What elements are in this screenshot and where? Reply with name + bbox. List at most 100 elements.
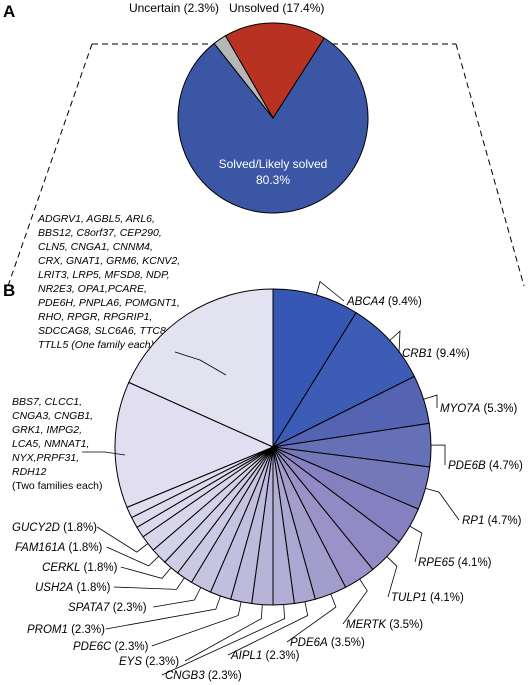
gene-name: PROM1 <box>27 624 68 636</box>
panel-label-a: A <box>3 2 15 21</box>
connector-left-diagonal <box>7 43 93 287</box>
gene-percent: (2.3%) <box>262 650 299 662</box>
gene-list-line: CLN5, CNGA1, CNNM4, <box>38 241 153 253</box>
gene-label-ush2a: USH2A (1.8%) <box>35 582 111 594</box>
pie-a-slice-solved <box>177 37 369 214</box>
pie-b-slice-crb1 <box>271 311 416 449</box>
leader-line <box>342 578 368 625</box>
gene-list-line: NYX,PRPF31, <box>12 452 79 464</box>
pie-a-slice-uncertain <box>213 35 274 119</box>
gene-label-rp1: RP1 (4.7%) <box>462 515 522 527</box>
leader-line <box>315 280 345 302</box>
leader-line <box>425 488 460 521</box>
gene-name: EYS <box>119 656 142 668</box>
gene-label-pde6c: PDE6C (2.3%) <box>73 641 149 653</box>
pie-a-label-solved: Solved/Likely solved <box>219 157 328 171</box>
gene-label-pde6b: PDE6B (4.7%) <box>448 460 523 472</box>
pie-a <box>177 22 369 214</box>
pie-b-gene-labels: ABCA4 (9.4%) CRB1 (9.4%) MYO7A (5.3%) PDE6B… <box>12 296 523 682</box>
gene-percent: (4.1%) <box>427 592 464 604</box>
gene-percent: (4.1%) <box>454 557 491 569</box>
pie-b-slice-abca4 <box>272 288 357 449</box>
gene-percent: (5.3%) <box>480 403 517 415</box>
gene-percent: (4.7%) <box>486 460 523 472</box>
gene-name: PDE6B <box>448 460 486 472</box>
leader-line <box>184 604 263 662</box>
gene-percent: (1.8%) <box>80 562 117 574</box>
gene-list-line: RHO, RPGR, RPGRIP1, <box>38 311 152 323</box>
gene-label-fam161a: FAM161A (1.8%) <box>15 542 103 554</box>
gene-list-line: BBS7, CLCC1, <box>12 396 82 408</box>
gene-name: FAM161A <box>15 542 66 554</box>
gene-name: CNGB3 <box>165 670 205 682</box>
pie-a-label-unsolved: Unsolved (17.4%) <box>229 1 324 15</box>
gene-list-line: LRIT3, LRP5, MFSD8, NDP, <box>38 269 170 281</box>
leader-line <box>409 525 423 563</box>
pie-b-slice-one-family <box>128 288 274 448</box>
leader-line <box>227 601 309 656</box>
gene-name: MYO7A <box>440 403 481 415</box>
leader-line <box>286 593 337 643</box>
gene-list-line: NR2E3, OPA1,PCARE, <box>38 283 147 295</box>
leader-line <box>430 444 446 465</box>
leader-line <box>389 330 401 354</box>
gene-percent: (2.3%) <box>68 624 105 636</box>
gene-name: AIPL1 <box>230 650 262 662</box>
gene-name: CRB1 <box>402 348 433 360</box>
gene-name: CERKL <box>42 562 80 574</box>
gene-label-spata7: SPATA7 (2.3%) <box>68 602 147 614</box>
pie-b-leader-lines <box>82 280 460 676</box>
gene-label-cerkl: CERKL (1.8%) <box>42 562 118 574</box>
leader-line <box>96 526 149 553</box>
pie-a-label-uncertain: Uncertain (2.3%) <box>129 1 219 15</box>
leader-line <box>106 546 160 567</box>
gene-percent: (9.4%) <box>385 296 422 308</box>
gene-percent: (3.5%) <box>328 637 365 649</box>
gene-name: TULP1 <box>391 592 427 604</box>
gene-name: ABCA4 <box>346 296 385 308</box>
gene-list-line: RDH12 <box>12 466 47 478</box>
gene-list-line: CNGA3, CNGB1, <box>12 410 93 422</box>
gene-label-eys: EYS (2.3%) <box>119 656 179 668</box>
two-family-gene-list: BBS7, CLCC1, CNGA3, CNGB1, GRK1, IMPG2, … <box>12 396 102 492</box>
gene-percent: (2.3%) <box>205 670 242 682</box>
gene-label-crb1: CRB1 (9.4%) <box>402 348 470 360</box>
gene-list-line: (Two families each) <box>12 480 102 492</box>
gene-list-line: GRK1, IMPG2, <box>12 424 82 436</box>
gene-list-line: LCA5, NMNAT1, <box>12 438 89 450</box>
gene-name: USH2A <box>35 582 74 594</box>
pie-a-slice-unsolved <box>224 22 325 119</box>
gene-name: PDE6C <box>73 641 112 653</box>
gene-percent: (1.8%) <box>73 582 110 594</box>
gene-label-cngb3: CNGB3 (2.3%) <box>165 670 242 682</box>
leader-line <box>161 604 286 676</box>
gene-list-line: ADGRV1, AGBL5, ARL6, <box>37 213 155 225</box>
leader-line <box>423 394 438 408</box>
gene-label-myo7a: MYO7A (5.3%) <box>440 403 518 415</box>
gene-percent: (3.5%) <box>386 619 423 631</box>
pie-b-slice-two-families <box>114 381 275 509</box>
gene-percent: (4.7%) <box>484 515 521 527</box>
leader-line-two-families <box>82 451 126 456</box>
gene-percent: (1.8%) <box>60 522 97 534</box>
gene-label-tulp1: TULP1 (4.1%) <box>391 592 464 604</box>
leader-line <box>113 577 185 590</box>
pie-b <box>114 288 432 606</box>
gene-name: SPATA7 <box>68 602 110 614</box>
gene-list-line: BBS12, C8orf37, CEP290, <box>38 227 162 239</box>
leader-line <box>386 556 398 598</box>
gene-label-aipl1: AIPL1 (2.3%) <box>230 650 300 662</box>
gene-name: RP1 <box>462 515 484 527</box>
gene-name: MERTK <box>346 619 387 631</box>
gene-name: GUCY2D <box>12 522 60 534</box>
gene-list-line: PDE6H, PNPLA6, POMGNT1, <box>38 297 180 309</box>
gene-percent: (2.3%) <box>142 656 179 668</box>
one-family-gene-list: ADGRV1, AGBL5, ARL6, BBS12, C8orf37, CEP… <box>37 213 180 351</box>
gene-percent: (2.3%) <box>111 641 148 653</box>
gene-label-rpe65: RPE65 (4.1%) <box>418 557 492 569</box>
gene-label-mertk: MERTK (3.5%) <box>346 619 423 631</box>
leader-line <box>120 566 172 579</box>
gene-label-gucy2d: GUCY2D (1.8%) <box>12 522 97 534</box>
gene-list-line: CRX, GNAT1, GRM6, KCNV2, <box>38 255 180 267</box>
